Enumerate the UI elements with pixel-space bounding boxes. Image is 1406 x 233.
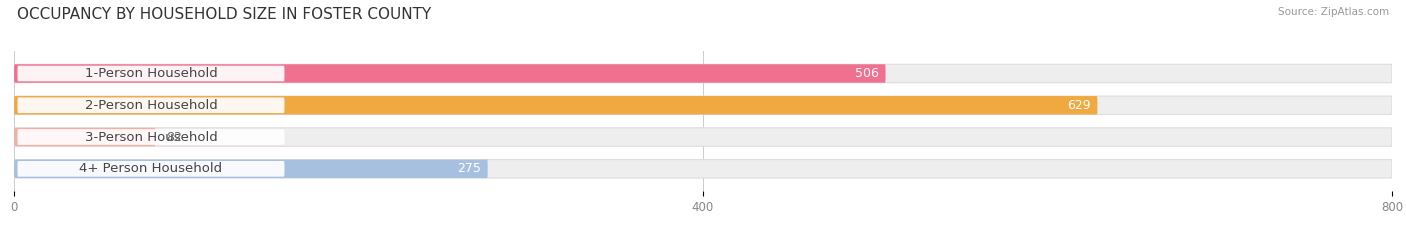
Text: 82: 82 <box>166 130 181 144</box>
FancyBboxPatch shape <box>14 96 1392 114</box>
FancyBboxPatch shape <box>14 64 1392 83</box>
Text: Source: ZipAtlas.com: Source: ZipAtlas.com <box>1278 7 1389 17</box>
FancyBboxPatch shape <box>17 161 284 177</box>
Text: 629: 629 <box>1067 99 1091 112</box>
FancyBboxPatch shape <box>14 160 488 178</box>
Text: OCCUPANCY BY HOUSEHOLD SIZE IN FOSTER COUNTY: OCCUPANCY BY HOUSEHOLD SIZE IN FOSTER CO… <box>17 7 432 22</box>
Text: 4+ Person Household: 4+ Person Household <box>79 162 222 175</box>
FancyBboxPatch shape <box>14 160 1392 178</box>
FancyBboxPatch shape <box>14 64 886 83</box>
FancyBboxPatch shape <box>14 128 155 146</box>
Text: 2-Person Household: 2-Person Household <box>84 99 218 112</box>
FancyBboxPatch shape <box>14 128 1392 146</box>
Text: 506: 506 <box>855 67 879 80</box>
Text: 3-Person Household: 3-Person Household <box>84 130 218 144</box>
FancyBboxPatch shape <box>17 66 284 81</box>
Text: 1-Person Household: 1-Person Household <box>84 67 218 80</box>
FancyBboxPatch shape <box>17 97 284 113</box>
FancyBboxPatch shape <box>17 129 284 145</box>
FancyBboxPatch shape <box>14 96 1098 114</box>
Text: 275: 275 <box>457 162 481 175</box>
